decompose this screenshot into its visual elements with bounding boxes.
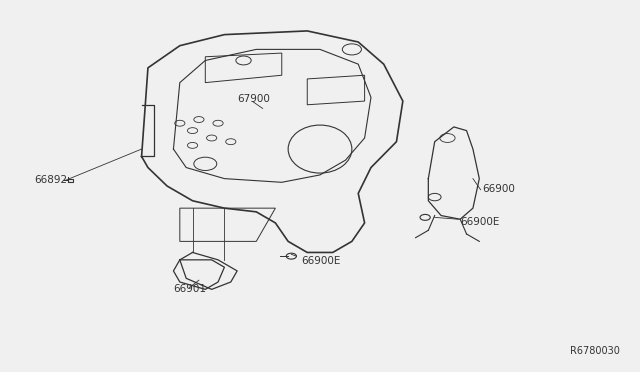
Text: 66900E: 66900E bbox=[460, 217, 500, 227]
Text: 67900: 67900 bbox=[237, 94, 270, 104]
Text: R6780030: R6780030 bbox=[570, 346, 620, 356]
Text: 66900E: 66900E bbox=[301, 256, 340, 266]
Text: 66900: 66900 bbox=[483, 184, 515, 193]
Text: 66892ι: 66892ι bbox=[35, 175, 71, 185]
Text: 66901: 66901 bbox=[173, 284, 207, 294]
